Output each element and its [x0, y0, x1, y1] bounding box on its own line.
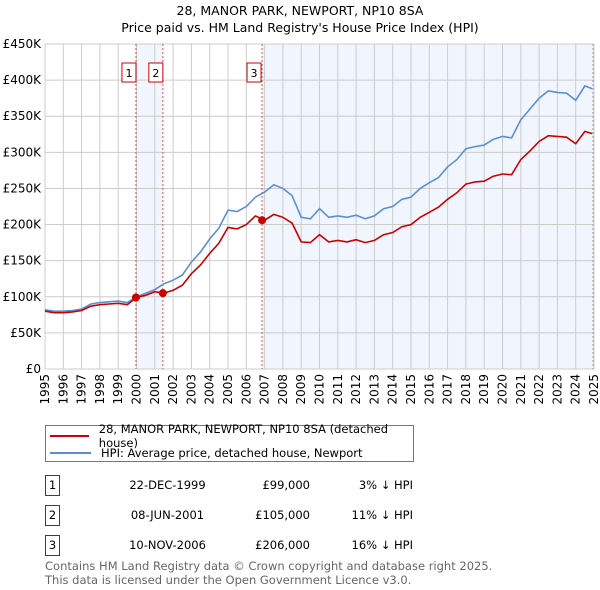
- sale-date: 10-NOV-2006: [129, 538, 206, 552]
- sale-row: 3 10-NOV-2006 £206,000 16% ↓ HPI: [45, 535, 565, 557]
- price-chart: £0 £50K £100K £150K £200K £250K £300K £350K £400…: [3, 37, 600, 405]
- sale-price: £206,000: [255, 538, 310, 552]
- footer-licence: This data is licensed under the Open Gov…: [45, 573, 412, 587]
- sale-label-2: 2: [148, 62, 164, 83]
- sale-marker-badge: 3: [45, 535, 60, 556]
- y-tick-label: £50K: [10, 326, 42, 340]
- sale-marker-badge: 1: [45, 475, 60, 496]
- sale-row: 2 08-JUN-2001 £105,000 11% ↓ HPI: [45, 505, 565, 527]
- x-tick-label: 1999: [111, 374, 125, 405]
- x-tick-label: 2013: [367, 374, 381, 405]
- y-tick-label: £150K: [3, 254, 43, 268]
- chart-title: 28, MANOR PARK, NEWPORT, NP10 8SA: [176, 3, 424, 18]
- sale-hpi-diff: 11% ↓ HPI: [351, 508, 413, 522]
- sale-price: £105,000: [255, 508, 310, 522]
- legend-label: HPI: Average price, detached house, Newp…: [101, 446, 363, 460]
- x-tick-label: 2025: [587, 374, 600, 405]
- x-tick-label: 2022: [532, 374, 546, 405]
- sale-date: 22-DEC-1999: [129, 478, 206, 492]
- sale-row: 1 22-DEC-1999 £99,000 3% ↓ HPI: [45, 475, 565, 497]
- sale-label-box: [246, 62, 262, 83]
- x-tick-label: 2001: [148, 374, 162, 405]
- sale-marker-badge: 2: [45, 505, 60, 526]
- x-tick-label: 2020: [496, 374, 510, 405]
- legend: 28, MANOR PARK, NEWPORT, NP10 8SA (detac…: [45, 422, 414, 462]
- sale-label-3: 3: [246, 62, 262, 83]
- y-tick-label: £300K: [3, 145, 43, 159]
- y-tick-label: £0: [26, 362, 41, 376]
- x-tick-label: 2008: [276, 374, 290, 405]
- y-tick-label: £450K: [3, 37, 43, 51]
- y-tick-label: £400K: [3, 73, 43, 87]
- x-tick-label: 2016: [422, 374, 436, 405]
- x-tick-label: 2009: [294, 374, 308, 405]
- x-tick-label: 2015: [404, 374, 418, 405]
- x-tick-label: 2014: [386, 374, 400, 405]
- blue-line-swatch: [50, 452, 91, 454]
- shaded-region: [262, 44, 594, 369]
- x-tick-label: 2024: [569, 374, 583, 405]
- sale-price: £99,000: [262, 478, 310, 492]
- red-line-swatch: [50, 435, 89, 437]
- x-tick-label: 2005: [221, 374, 235, 405]
- sale-label-text: 1: [125, 67, 132, 80]
- sale-hpi-diff: 16% ↓ HPI: [351, 538, 413, 552]
- x-tick-label: 2012: [349, 374, 363, 405]
- sale-point: [158, 289, 167, 298]
- x-tick-label: 2003: [184, 374, 198, 405]
- shaded-region: [135, 44, 163, 369]
- x-tick-label: 2000: [130, 374, 144, 405]
- footer-copyright: Contains HM Land Registry data © Crown c…: [45, 559, 493, 573]
- legend-label: 28, MANOR PARK, NEWPORT, NP10 8SA (detac…: [98, 422, 389, 450]
- y-tick-label: £100K: [3, 290, 43, 304]
- sale-date: 08-JUN-2001: [130, 508, 205, 522]
- sale-label-box: [148, 62, 164, 83]
- x-tick-label: 1997: [75, 374, 89, 405]
- x-tick-label: 2019: [477, 374, 491, 405]
- x-tick-label: 2023: [550, 374, 564, 405]
- x-tick-label: 2010: [313, 374, 327, 405]
- x-tick-label: 2011: [331, 374, 345, 405]
- sale-point: [131, 293, 140, 302]
- sale-hpi-diff: 3% ↓ HPI: [358, 478, 413, 492]
- x-tick-label: 2006: [239, 374, 253, 405]
- x-tick-label: 1996: [56, 374, 70, 405]
- x-tick-label: 2017: [441, 374, 455, 405]
- x-tick-label: 2007: [258, 374, 272, 405]
- x-tick-label: 1995: [38, 374, 52, 405]
- sale-label-1: 1: [121, 62, 137, 83]
- x-tick-label: 2021: [514, 374, 528, 405]
- sale-point: [258, 216, 267, 225]
- y-tick-label: £250K: [3, 181, 43, 195]
- legend-item-property: 28, MANOR PARK, NEWPORT, NP10 8SA (detac…: [50, 422, 413, 450]
- legend-item-hpi: HPI: Average price, detached house, Newp…: [50, 445, 363, 461]
- x-tick-label: 2002: [166, 374, 180, 405]
- y-tick-label: £350K: [3, 109, 43, 123]
- x-tick-label: 2018: [459, 374, 473, 405]
- chart-subtitle: Price paid vs. HM Land Registry's House …: [121, 20, 479, 35]
- x-tick-label: 2004: [203, 374, 217, 405]
- sale-label-text: 2: [152, 67, 159, 80]
- y-tick-label: £200K: [3, 218, 43, 232]
- sale-label-box: [121, 62, 137, 83]
- x-tick-label: 1998: [93, 374, 107, 405]
- sale-label-text: 3: [251, 67, 258, 80]
